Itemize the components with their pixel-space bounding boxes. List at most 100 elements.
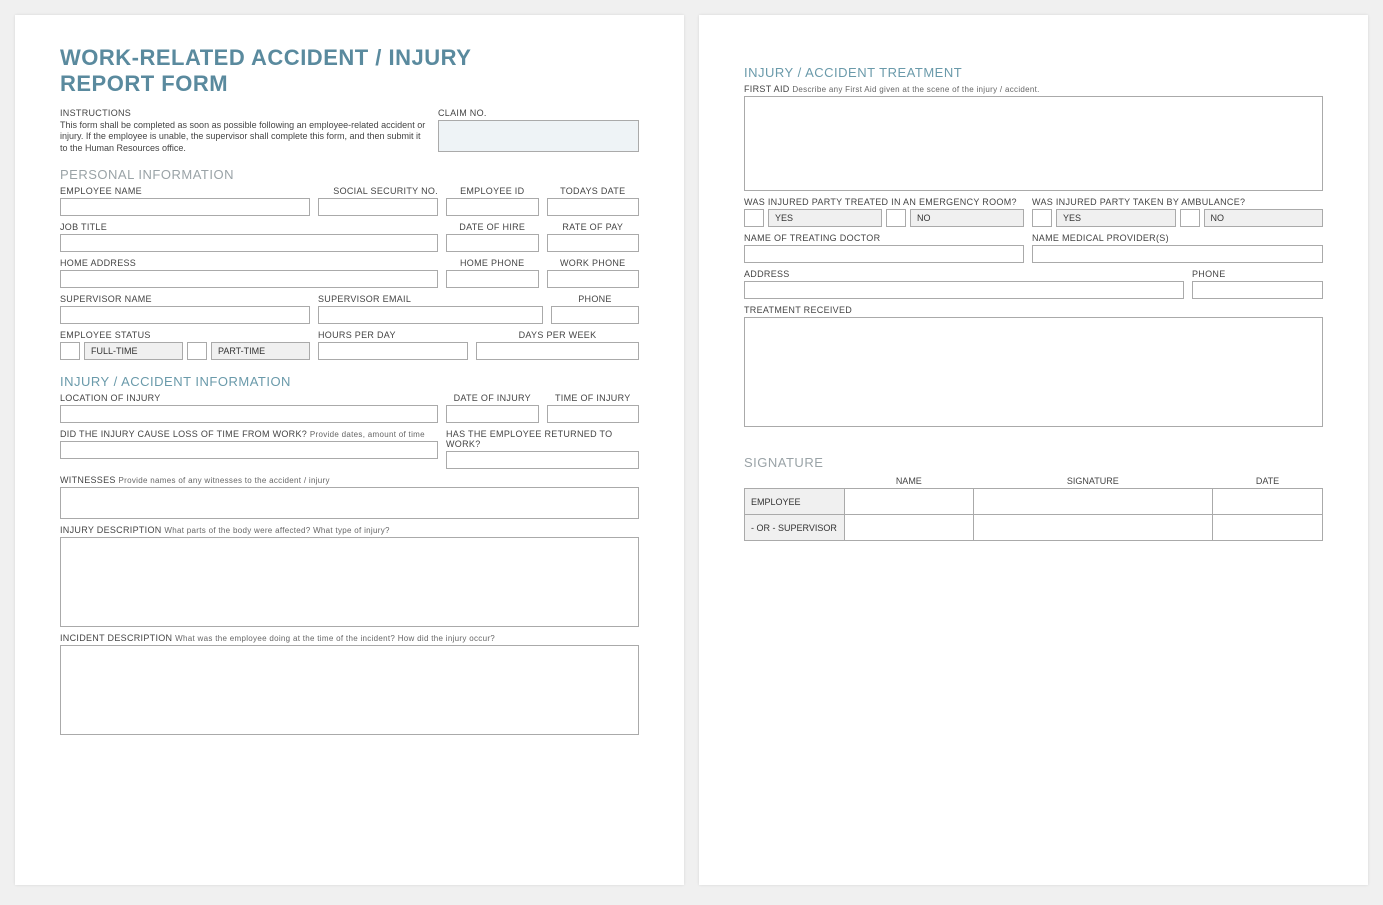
- injury-date-input[interactable]: [446, 405, 539, 423]
- treatment-heading: INJURY / ACCIDENT TREATMENT: [744, 65, 1323, 80]
- parttime-checkbox[interactable]: [187, 342, 207, 360]
- treatment-received-label: TREATMENT RECEIVED: [744, 305, 1323, 315]
- first-aid-input[interactable]: [744, 96, 1323, 191]
- claim-no-input[interactable]: [438, 120, 639, 152]
- treatment-received-input[interactable]: [744, 317, 1323, 427]
- todays-date-input[interactable]: [547, 198, 640, 216]
- sig-supervisor-row: - OR - SUPERVISOR: [745, 515, 845, 541]
- witnesses-input[interactable]: [60, 487, 639, 519]
- er-no-label: NO: [910, 209, 1024, 227]
- home-address-label: HOME ADDRESS: [60, 258, 438, 268]
- sig-date-header: DATE: [1213, 474, 1323, 489]
- work-phone-label: WORK PHONE: [547, 258, 640, 268]
- days-week-input[interactable]: [476, 342, 639, 360]
- title-line2: REPORT FORM: [60, 71, 228, 96]
- supervisor-phone-input[interactable]: [551, 306, 639, 324]
- witnesses-label: WITNESSES Provide names of any witnesses…: [60, 475, 639, 485]
- hours-day-input[interactable]: [318, 342, 468, 360]
- supervisor-phone-label: PHONE: [551, 294, 639, 304]
- supervisor-email-input[interactable]: [318, 306, 543, 324]
- loss-time-input[interactable]: [60, 441, 438, 459]
- home-address-input[interactable]: [60, 270, 438, 288]
- employee-status-label: EMPLOYEE STATUS: [60, 330, 310, 340]
- er-yes-label: YES: [768, 209, 882, 227]
- sig-signature-header: SIGNATURE: [973, 474, 1212, 489]
- work-phone-input[interactable]: [547, 270, 640, 288]
- sig-supervisor-name[interactable]: [845, 515, 974, 541]
- employee-id-label: EMPLOYEE ID: [446, 186, 539, 196]
- ssn-input[interactable]: [318, 198, 438, 216]
- employee-name-input[interactable]: [60, 198, 310, 216]
- employee-id-input[interactable]: [446, 198, 539, 216]
- job-title-input[interactable]: [60, 234, 438, 252]
- hours-day-label: HOURS PER DAY: [318, 330, 468, 340]
- first-aid-main: FIRST AID: [744, 84, 790, 94]
- er-yes-checkbox[interactable]: [744, 209, 764, 227]
- home-phone-label: HOME PHONE: [446, 258, 539, 268]
- er-no-checkbox[interactable]: [886, 209, 906, 227]
- doctor-input[interactable]: [744, 245, 1024, 263]
- signature-heading: SIGNATURE: [744, 455, 1323, 470]
- todays-date-label: TODAYS DATE: [547, 186, 640, 196]
- fulltime-label: FULL-TIME: [84, 342, 183, 360]
- injury-desc-main: INJURY DESCRIPTION: [60, 525, 162, 535]
- incident-desc-input[interactable]: [60, 645, 639, 735]
- incident-desc-main: INCIDENT DESCRIPTION: [60, 633, 172, 643]
- injury-desc-sub: What parts of the body were affected? Wh…: [164, 526, 389, 535]
- injury-location-input[interactable]: [60, 405, 438, 423]
- loss-time-sub: Provide dates, amount of time: [310, 430, 425, 439]
- form-title: WORK-RELATED ACCIDENT / INJURY REPORT FO…: [60, 45, 639, 98]
- loss-time-main: DID THE INJURY CAUSE LOSS OF TIME FROM W…: [60, 429, 307, 439]
- rate-pay-input[interactable]: [547, 234, 640, 252]
- parttime-label: PART-TIME: [211, 342, 310, 360]
- sig-employee-name[interactable]: [845, 489, 974, 515]
- injury-desc-input[interactable]: [60, 537, 639, 627]
- sig-supervisor-date[interactable]: [1213, 515, 1323, 541]
- personal-heading: PERSONAL INFORMATION: [60, 167, 639, 182]
- supervisor-email-label: SUPERVISOR EMAIL: [318, 294, 543, 304]
- amb-no-label: NO: [1204, 209, 1324, 227]
- fulltime-checkbox[interactable]: [60, 342, 80, 360]
- signature-table: NAME SIGNATURE DATE EMPLOYEE - OR - SUPE…: [744, 474, 1323, 541]
- treatment-address-input[interactable]: [744, 281, 1184, 299]
- sig-supervisor-sig[interactable]: [973, 515, 1212, 541]
- job-title-label: JOB TITLE: [60, 222, 438, 232]
- amb-yes-checkbox[interactable]: [1032, 209, 1052, 227]
- date-hire-label: DATE OF HIRE: [446, 222, 539, 232]
- sig-employee-sig[interactable]: [973, 489, 1212, 515]
- ssn-label: SOCIAL SECURITY NO.: [318, 186, 438, 196]
- injury-time-label: TIME OF INJURY: [547, 393, 640, 403]
- date-hire-input[interactable]: [446, 234, 539, 252]
- treatment-phone-input[interactable]: [1192, 281, 1323, 299]
- provider-input[interactable]: [1032, 245, 1323, 263]
- page-1: WORK-RELATED ACCIDENT / INJURY REPORT FO…: [15, 15, 684, 885]
- doctor-label: NAME OF TREATING DOCTOR: [744, 233, 1024, 243]
- injury-time-input[interactable]: [547, 405, 640, 423]
- amb-no-checkbox[interactable]: [1180, 209, 1200, 227]
- days-week-label: DAYS PER WEEK: [476, 330, 639, 340]
- incident-desc-sub: What was the employee doing at the time …: [175, 634, 495, 643]
- instructions-label: INSTRUCTIONS: [60, 108, 430, 118]
- sig-employee-row: EMPLOYEE: [745, 489, 845, 515]
- supervisor-name-label: SUPERVISOR NAME: [60, 294, 310, 304]
- amb-yes-label: YES: [1056, 209, 1176, 227]
- provider-label: NAME MEDICAL PROVIDER(S): [1032, 233, 1323, 243]
- witnesses-main: WITNESSES: [60, 475, 116, 485]
- sig-name-header: NAME: [845, 474, 974, 489]
- treatment-address-label: ADDRESS: [744, 269, 1184, 279]
- loss-time-label: DID THE INJURY CAUSE LOSS OF TIME FROM W…: [60, 429, 438, 439]
- title-line1: WORK-RELATED ACCIDENT / INJURY: [60, 45, 471, 70]
- amb-question-label: WAS INJURED PARTY TAKEN BY AMBULANCE?: [1032, 197, 1323, 207]
- injury-location-label: LOCATION OF INJURY: [60, 393, 438, 403]
- page-2: INJURY / ACCIDENT TREATMENT FIRST AID De…: [699, 15, 1368, 885]
- injury-desc-label: INJURY DESCRIPTION What parts of the bod…: [60, 525, 639, 535]
- er-question-label: WAS INJURED PARTY TREATED IN AN EMERGENC…: [744, 197, 1024, 207]
- first-aid-sub: Describe any First Aid given at the scen…: [792, 85, 1039, 94]
- returned-input[interactable]: [446, 451, 639, 469]
- home-phone-input[interactable]: [446, 270, 539, 288]
- rate-pay-label: RATE OF PAY: [547, 222, 640, 232]
- first-aid-label: FIRST AID Describe any First Aid given a…: [744, 84, 1323, 94]
- sig-employee-date[interactable]: [1213, 489, 1323, 515]
- supervisor-name-input[interactable]: [60, 306, 310, 324]
- injury-date-label: DATE OF INJURY: [446, 393, 539, 403]
